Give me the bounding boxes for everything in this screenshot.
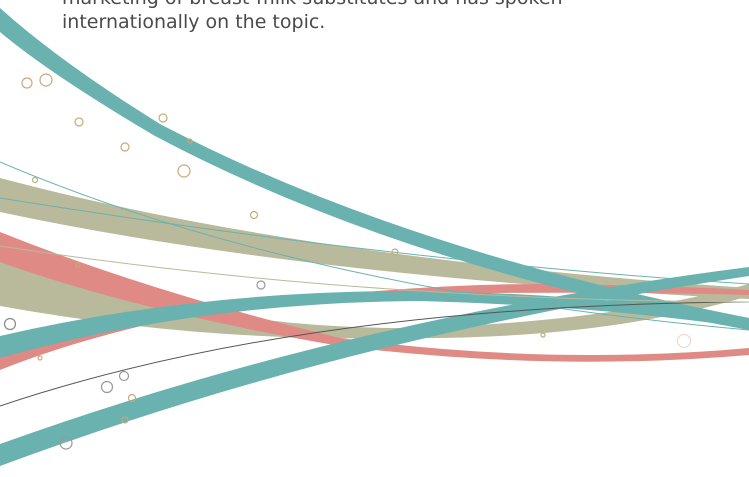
bubble [40, 74, 52, 86]
bubble [120, 372, 129, 381]
bubble [121, 143, 129, 151]
bubble [251, 212, 258, 219]
bubble [22, 78, 32, 88]
bubble [257, 281, 265, 289]
bubble [159, 114, 167, 122]
bubble [102, 382, 113, 393]
decorative-ribbons [0, 0, 749, 477]
bubble [5, 319, 16, 330]
bubble [75, 118, 83, 126]
bubble [33, 178, 38, 183]
body-text-line: marketing of breast-milk substitutes and… [62, 0, 563, 10]
body-text-line: internationally on the topic. [62, 10, 325, 34]
bubble [178, 165, 190, 177]
page: marketing of breast-milk substitutes and… [0, 0, 749, 477]
bubble [678, 335, 691, 348]
bubble [541, 333, 545, 337]
bubble [38, 356, 42, 360]
ribbons [0, 8, 749, 466]
